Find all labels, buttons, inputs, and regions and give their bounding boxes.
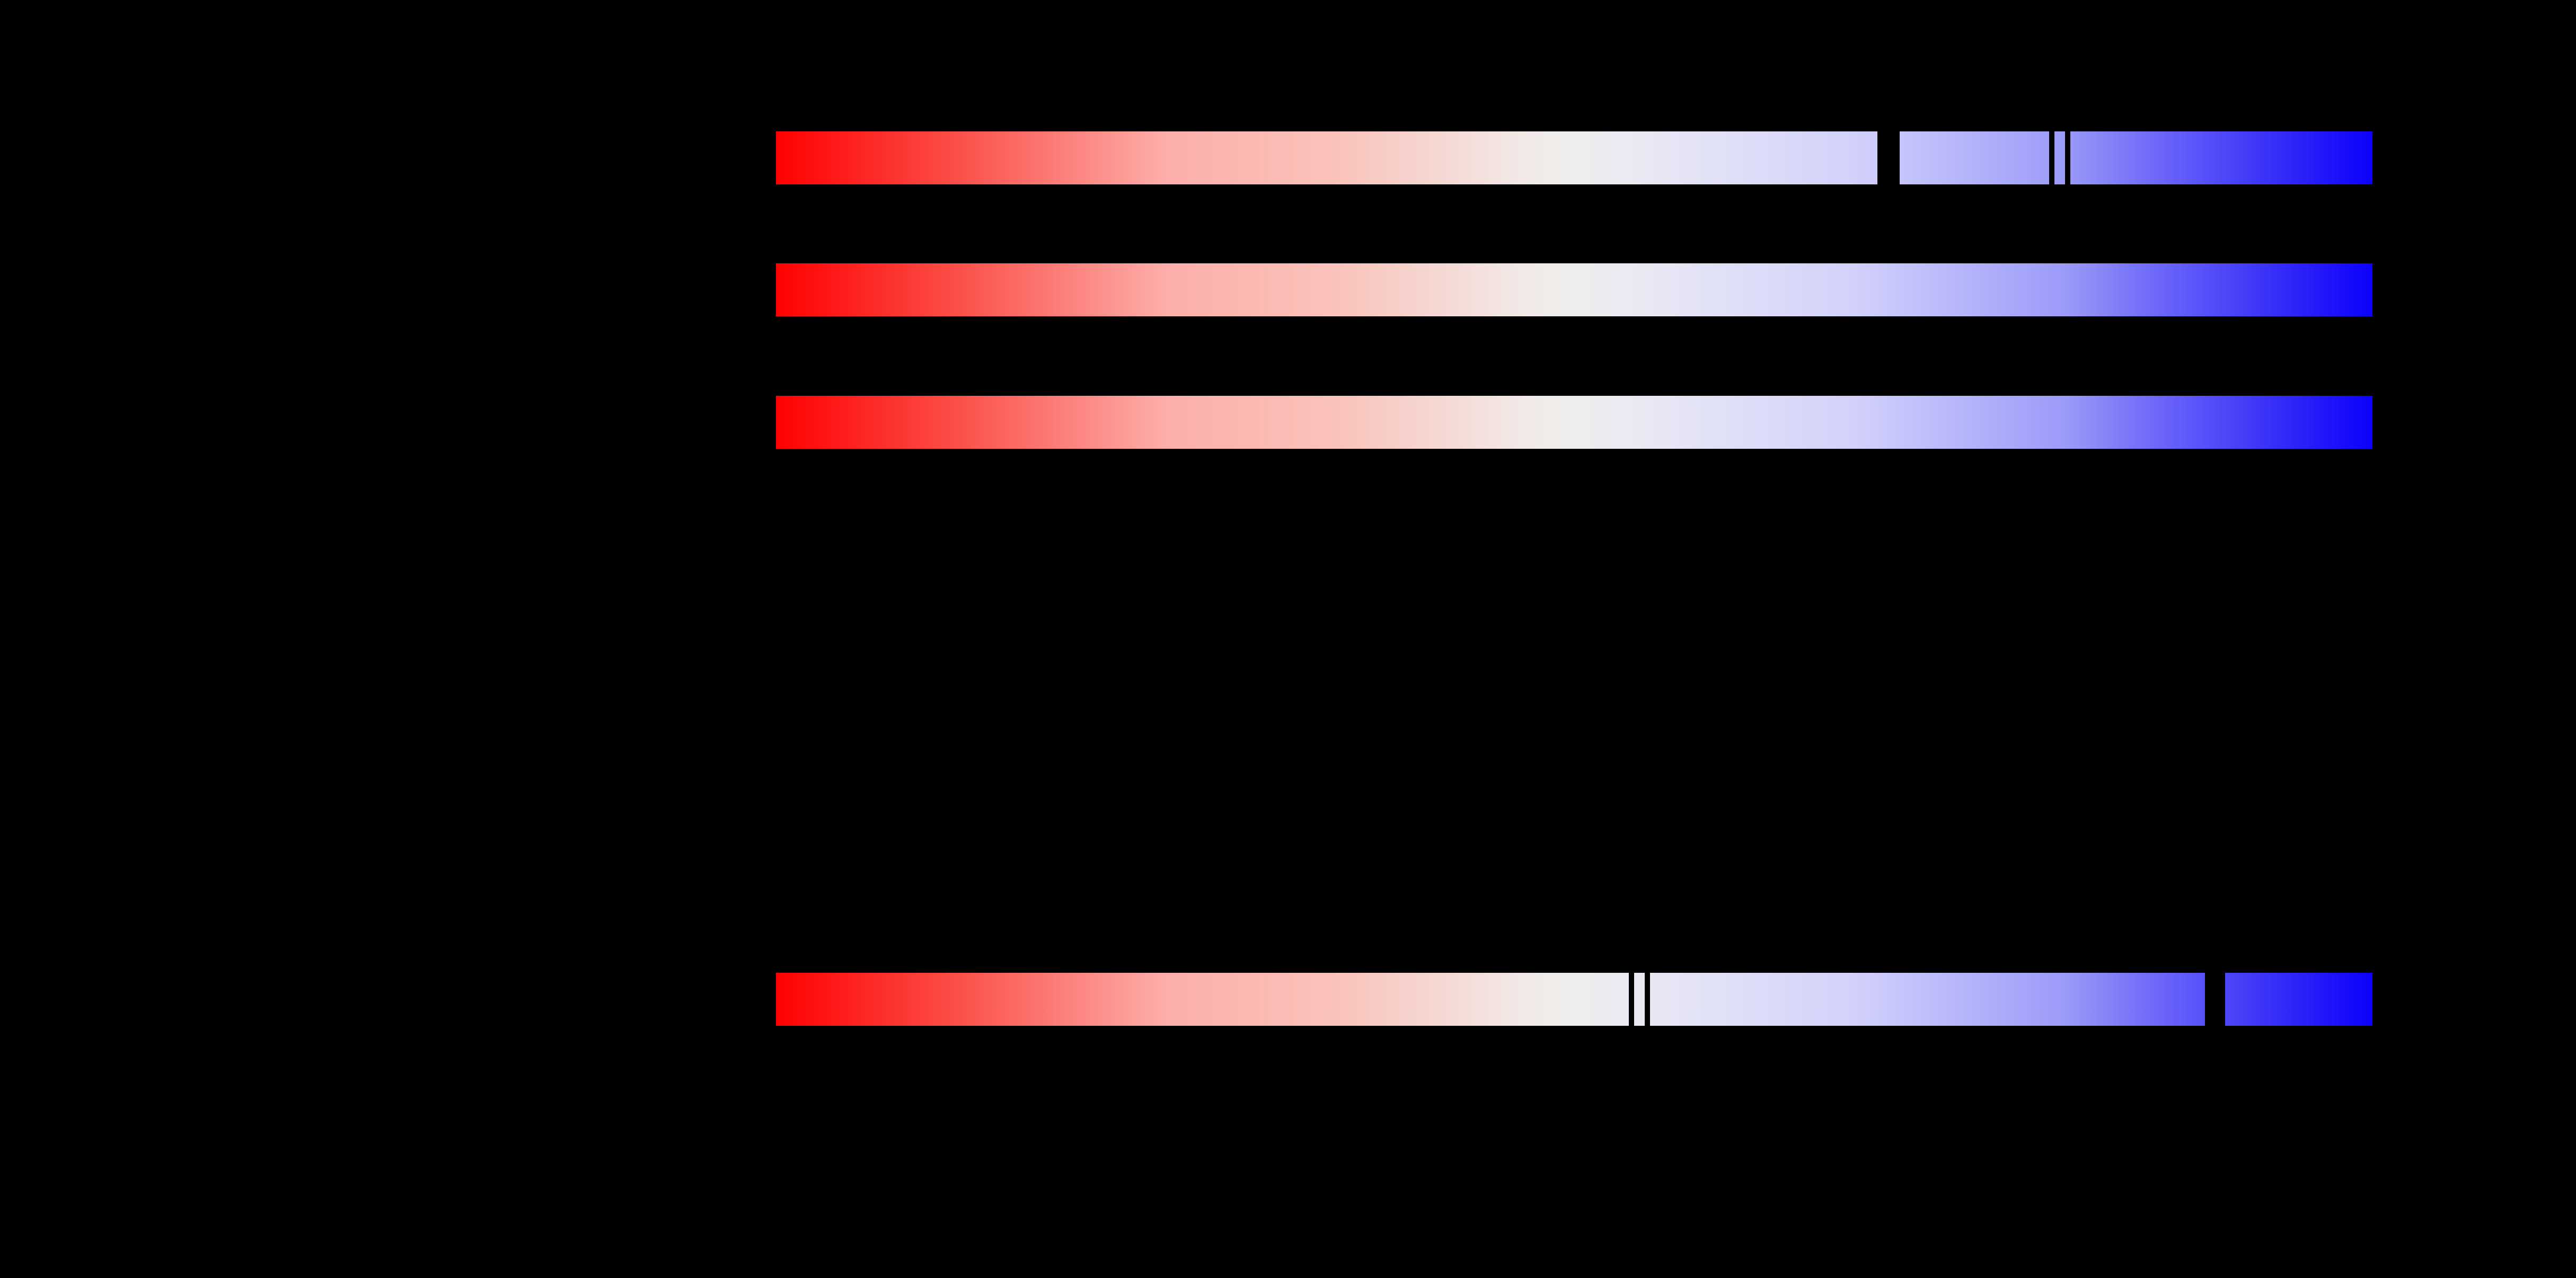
bar-2-gradient	[776, 263, 2372, 316]
bar-1-gradient	[776, 131, 2372, 184]
bar-4-gradient	[776, 973, 2372, 1026]
gap-marker	[1877, 131, 1900, 184]
bar-3-gradient	[776, 396, 2372, 449]
tick-marker	[1644, 973, 1650, 1026]
tick-marker	[2049, 131, 2054, 184]
tick-marker	[2065, 131, 2070, 184]
tick-marker	[1629, 973, 1634, 1026]
gap-marker	[2205, 973, 2225, 1026]
